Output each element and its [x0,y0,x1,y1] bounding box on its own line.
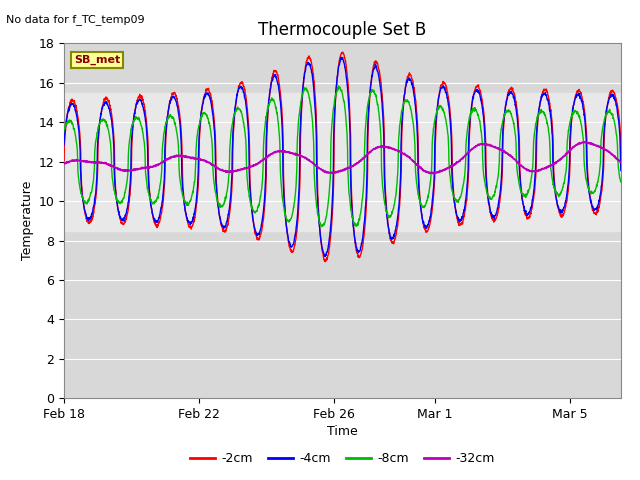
Y-axis label: Temperature: Temperature [21,181,34,261]
X-axis label: Time: Time [327,425,358,438]
Legend: -2cm, -4cm, -8cm, -32cm: -2cm, -4cm, -8cm, -32cm [186,447,499,470]
Text: No data for f_TC_temp09: No data for f_TC_temp09 [6,14,145,25]
Text: SB_met: SB_met [74,55,120,65]
Title: Thermocouple Set B: Thermocouple Set B [259,21,426,39]
Bar [64,93,621,231]
